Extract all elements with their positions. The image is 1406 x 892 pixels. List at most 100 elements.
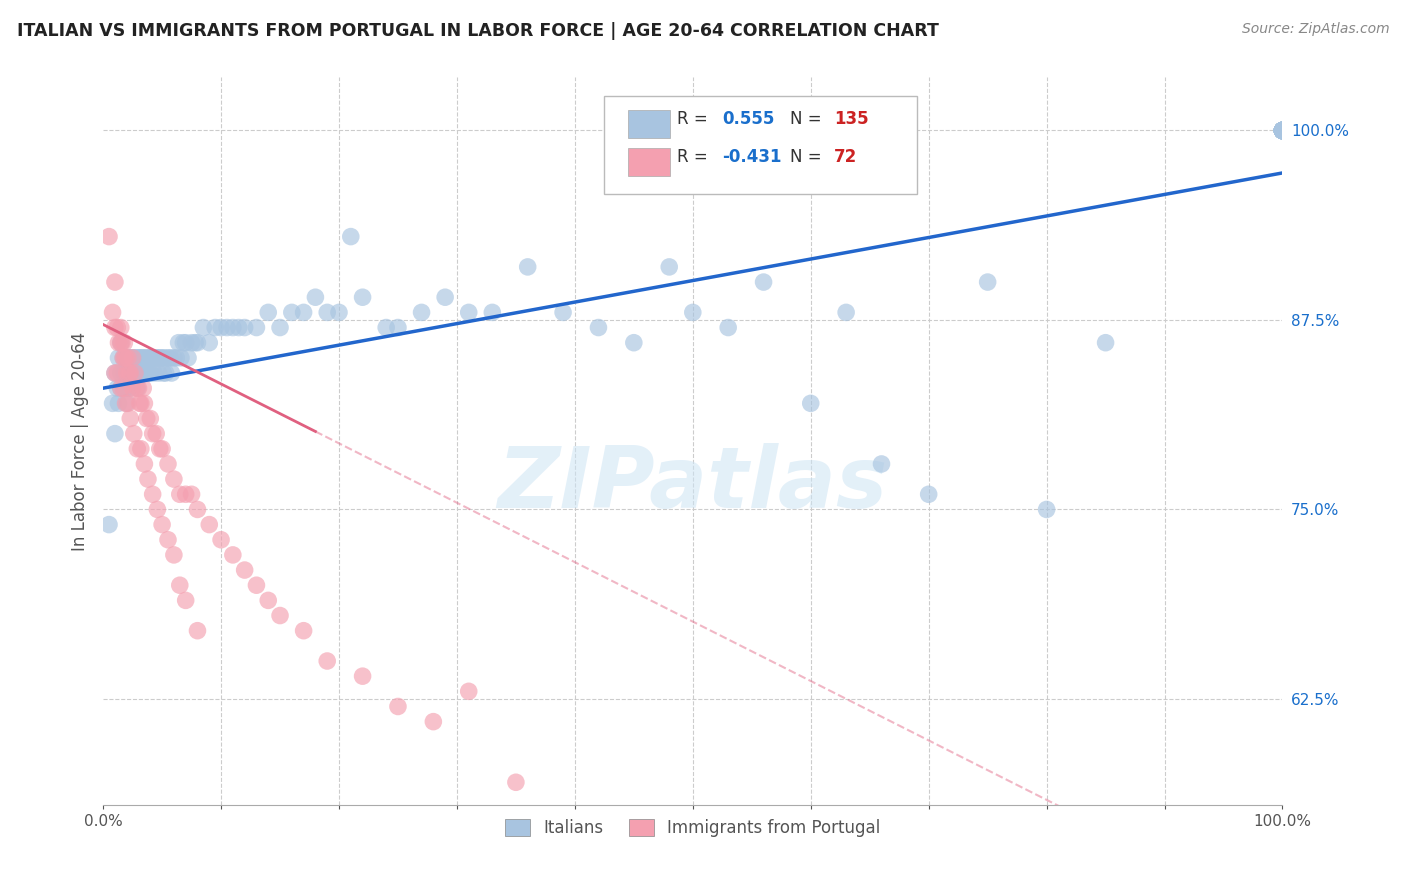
Point xyxy=(316,654,339,668)
Point xyxy=(139,351,162,365)
Point xyxy=(257,305,280,319)
Point xyxy=(118,366,141,380)
Point xyxy=(800,396,823,410)
Point xyxy=(104,426,127,441)
Point xyxy=(145,426,167,441)
Point xyxy=(269,608,291,623)
Point xyxy=(104,275,127,289)
Point xyxy=(682,305,704,319)
Point xyxy=(184,335,207,350)
Point xyxy=(104,320,127,334)
Point xyxy=(134,457,156,471)
Point xyxy=(121,351,143,365)
Point xyxy=(233,563,256,577)
Point xyxy=(281,305,304,319)
Point xyxy=(127,381,149,395)
Point xyxy=(115,366,138,380)
Point xyxy=(125,381,148,395)
Point xyxy=(1271,123,1294,137)
Point xyxy=(120,366,142,380)
Point xyxy=(125,351,148,365)
Point xyxy=(134,366,156,380)
Point xyxy=(1271,123,1294,137)
Point xyxy=(198,335,221,350)
Text: 135: 135 xyxy=(834,111,869,128)
Text: Source: ZipAtlas.com: Source: ZipAtlas.com xyxy=(1241,22,1389,37)
Point xyxy=(375,320,398,334)
Point xyxy=(110,381,132,395)
Point xyxy=(155,366,177,380)
Point xyxy=(198,517,221,532)
Point xyxy=(292,305,315,319)
Point xyxy=(112,366,135,380)
Point xyxy=(1271,123,1294,137)
Point xyxy=(481,305,503,319)
Point xyxy=(174,487,197,501)
Point xyxy=(835,305,858,319)
Point xyxy=(129,396,152,410)
FancyBboxPatch shape xyxy=(628,111,671,138)
Point xyxy=(1271,123,1294,137)
Point xyxy=(1271,123,1294,137)
Point xyxy=(120,366,142,380)
Point xyxy=(411,305,433,319)
Point xyxy=(142,487,165,501)
Point xyxy=(1271,123,1294,137)
Point xyxy=(316,305,339,319)
Point xyxy=(122,351,145,365)
Point xyxy=(149,351,172,365)
Point xyxy=(1271,123,1294,137)
Point xyxy=(118,381,141,395)
Point xyxy=(105,366,128,380)
Point xyxy=(304,290,326,304)
Point xyxy=(112,335,135,350)
Point xyxy=(125,366,148,380)
Point xyxy=(169,578,191,592)
Point xyxy=(245,578,267,592)
Point xyxy=(131,351,153,365)
Point xyxy=(1271,123,1294,137)
Point xyxy=(117,351,139,365)
Point xyxy=(150,442,173,456)
Y-axis label: In Labor Force | Age 20-64: In Labor Force | Age 20-64 xyxy=(72,332,89,550)
Point xyxy=(551,305,574,319)
Text: 72: 72 xyxy=(834,148,858,166)
Point xyxy=(145,351,167,365)
Point xyxy=(112,351,135,365)
Point xyxy=(115,366,138,380)
Point xyxy=(339,229,361,244)
Point xyxy=(132,351,155,365)
Point xyxy=(1271,123,1294,137)
Point xyxy=(141,351,163,365)
Point xyxy=(118,351,141,365)
Point xyxy=(138,366,160,380)
Point xyxy=(112,351,135,365)
Point xyxy=(165,351,187,365)
Point xyxy=(387,320,409,334)
Point xyxy=(136,351,159,365)
Point xyxy=(1271,123,1294,137)
Point xyxy=(104,366,127,380)
Point xyxy=(112,381,135,395)
Point xyxy=(752,275,775,289)
Point xyxy=(163,472,186,486)
Point xyxy=(186,624,208,638)
Point xyxy=(1271,123,1294,137)
Point xyxy=(153,351,176,365)
Point xyxy=(156,457,179,471)
Point xyxy=(160,366,183,380)
Point xyxy=(233,320,256,334)
Point xyxy=(146,502,169,516)
Point xyxy=(505,775,527,789)
Point xyxy=(110,366,132,380)
Point xyxy=(120,411,142,425)
Point xyxy=(150,351,173,365)
Point xyxy=(117,396,139,410)
Text: N =: N = xyxy=(790,111,827,128)
Point xyxy=(129,442,152,456)
Point xyxy=(1271,123,1294,137)
Point xyxy=(204,320,226,334)
Point xyxy=(352,290,374,304)
Point xyxy=(976,275,998,289)
Point xyxy=(148,366,170,380)
